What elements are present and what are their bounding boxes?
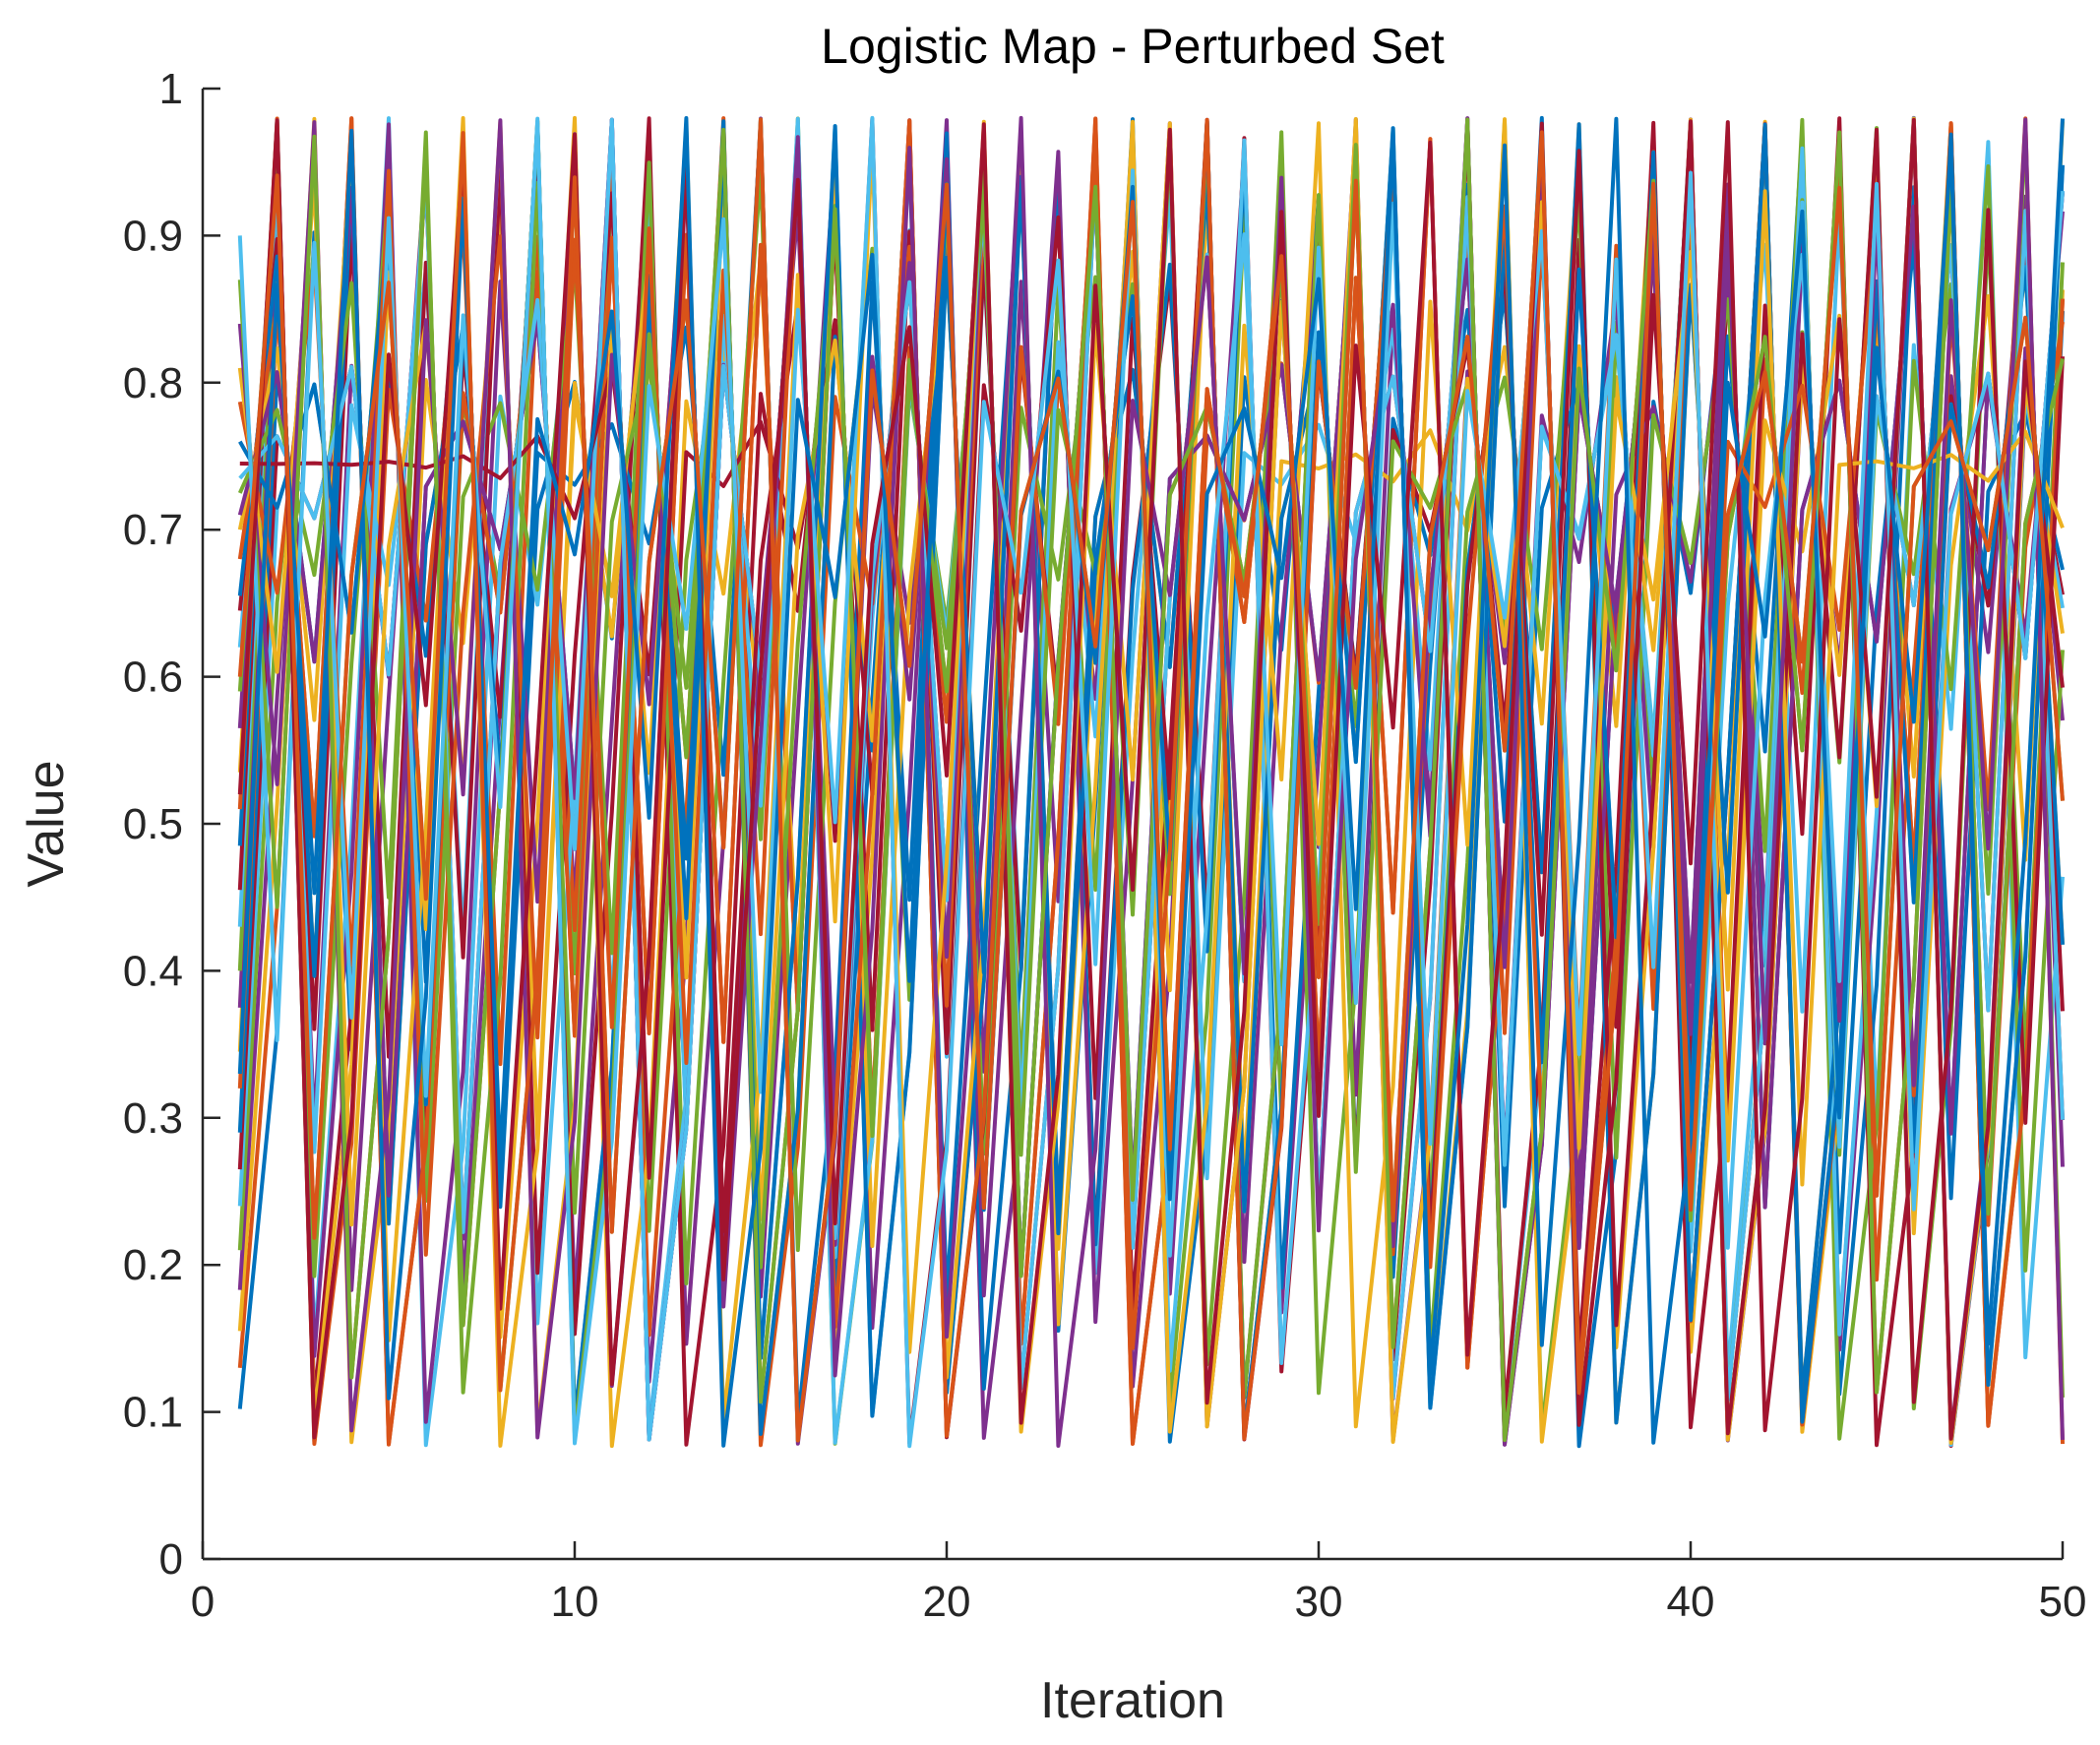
- y-tick-label: 0.1: [123, 1389, 183, 1437]
- x-tick-label: 10: [551, 1578, 599, 1626]
- y-tick-label: 1: [159, 65, 183, 113]
- axes: 0 10 20 30 40 50 0 0.1 0.2 0.3 0.4 0.5 0.6 0.7 0.8 0.9 1: [123, 65, 2087, 1626]
- x-tick-label: 20: [923, 1578, 971, 1626]
- series-line-37: [237, 117, 2065, 1443]
- y-tick-label: 0: [159, 1535, 183, 1584]
- x-axis-title: Iteration: [1040, 1672, 1225, 1729]
- y-tick-label: 0.7: [123, 506, 183, 554]
- x-tick-label: 50: [2039, 1578, 2087, 1626]
- y-tick-label: 0.3: [123, 1094, 183, 1143]
- series-line-30: [237, 116, 2065, 1445]
- y-tick-label: 0.6: [123, 654, 183, 702]
- y-axis-title: Value: [18, 760, 75, 887]
- x-tick-label: 40: [1667, 1578, 1715, 1626]
- y-tick-label: 0.5: [123, 800, 183, 848]
- series-line-21: [237, 116, 2065, 1448]
- series-group: [237, 115, 2065, 1449]
- series-line-35: [237, 117, 2065, 1441]
- y-tick-label: 0.9: [123, 212, 183, 260]
- y-tick-label: 0.8: [123, 359, 183, 407]
- y-tick-label: 0.4: [123, 947, 183, 995]
- series-line-24: [237, 116, 2065, 1448]
- x-tick-label: 30: [1295, 1578, 1343, 1626]
- chart-title: Logistic Map - Perturbed Set: [821, 19, 1445, 74]
- x-tick-label: 0: [191, 1578, 215, 1626]
- y-tick-label: 0.2: [123, 1241, 183, 1289]
